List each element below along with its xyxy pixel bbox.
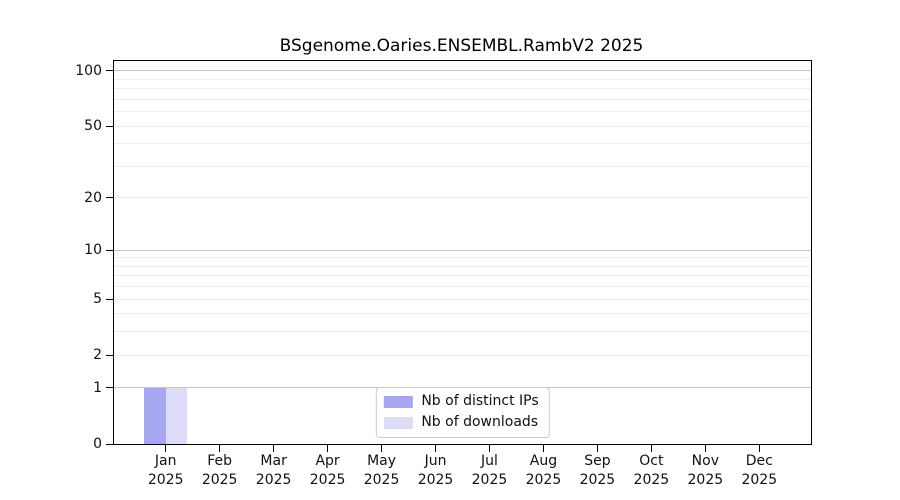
x-axis-tick (596, 444, 598, 452)
gridline-minor (114, 197, 811, 199)
x-axis-tick (219, 444, 221, 452)
y-axis-tick-label: 2 (93, 347, 102, 364)
legend-label-downloads: Nb of downloads (421, 414, 539, 430)
legend: Nb of distinct IPs Nb of downloads (375, 387, 550, 438)
y-axis-tick-label: 0 (93, 436, 102, 452)
y-axis-tick-label: 50 (84, 118, 102, 135)
y-axis-tick-label: 5 (93, 291, 102, 308)
x-axis-tick (381, 444, 383, 452)
gridline-minor (114, 143, 811, 145)
gridline-minor (114, 78, 811, 80)
x-axis-tick (488, 444, 490, 452)
x-axis-tick-label: Dec 2025 (741, 453, 778, 488)
gridline-minor (114, 298, 811, 300)
gridline-minor (114, 125, 811, 127)
x-axis-tick (435, 444, 437, 452)
y-axis-tick (106, 387, 114, 389)
x-axis-tick-label: Jun 2025 (417, 453, 454, 488)
gridline-minor (114, 265, 811, 267)
x-axis-tick-label: Apr 2025 (309, 453, 346, 488)
x-axis-tick-label: Sep 2025 (579, 453, 616, 488)
bar-downloads (165, 387, 188, 444)
legend-label-distinct-ips: Nb of distinct IPs (421, 393, 539, 409)
gridline-minor (114, 111, 811, 113)
gridline-minor (114, 286, 811, 288)
x-axis-tick-label: Aug 2025 (525, 453, 562, 488)
y-axis-tick (106, 298, 114, 300)
x-axis-tick-label: Nov 2025 (687, 453, 724, 488)
x-axis-tick (704, 444, 706, 452)
gridline-minor (114, 98, 811, 100)
legend-swatch-downloads-icon (383, 416, 413, 429)
x-axis-tick-label: Jul 2025 (471, 453, 508, 488)
legend-item-downloads: Nb of downloads (383, 415, 538, 430)
y-axis-tick-label: 10 (84, 242, 102, 259)
y-axis-tick-label: 100 (75, 62, 102, 79)
x-axis-tick (542, 444, 544, 452)
x-axis-tick (273, 444, 275, 452)
gridline-minor (114, 88, 811, 90)
x-axis-tick-label: May 2025 (363, 453, 400, 488)
gridline-minor (114, 354, 811, 356)
x-axis-tick (165, 444, 167, 452)
y-axis-tick-label: 1 (93, 379, 102, 396)
y-axis-tick (106, 125, 114, 127)
x-axis-tick-label: Feb 2025 (201, 453, 238, 488)
gridline-major (114, 249, 811, 251)
gridline-minor (114, 331, 811, 333)
gridline-major (114, 70, 811, 72)
y-axis-tick (106, 197, 114, 199)
x-axis-tick (758, 444, 760, 452)
plot-area: 0 1 2 5 10 20 50 100 Jan 2025 Feb 2025 Mar 2025 Apr… (75, 60, 812, 488)
y-axis-tick-label: 20 (84, 189, 102, 206)
x-axis-tick-label: Oct 2025 (633, 453, 670, 488)
x-axis-tick (650, 444, 652, 452)
y-axis-tick (106, 70, 114, 72)
y-axis-tick (106, 249, 114, 251)
x-axis-tick-label: Jan 2025 (147, 453, 184, 488)
legend-item-distinct-ips: Nb of distinct IPs (383, 393, 539, 409)
y-axis-tick (106, 354, 114, 356)
gridline-minor (114, 165, 811, 167)
chart-title: BSgenome.Oaries.ENSEMBL.RambV2 2025 (279, 36, 644, 56)
legend-swatch-distinct-ips-icon (383, 395, 413, 408)
x-axis-tick (327, 444, 329, 452)
y-axis-tick (106, 443, 114, 445)
x-axis-tick-label: Mar 2025 (255, 453, 292, 488)
gridline-minor (114, 275, 811, 277)
gridline-minor (114, 313, 811, 315)
gridline-minor (114, 257, 811, 259)
bar-distinct-ips (144, 387, 166, 444)
